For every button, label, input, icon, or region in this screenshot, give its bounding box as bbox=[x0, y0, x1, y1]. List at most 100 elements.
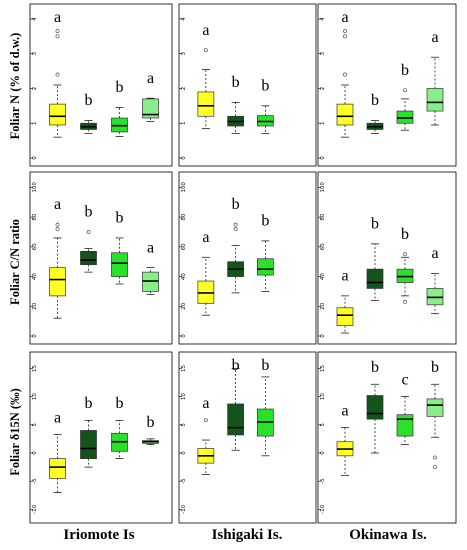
significance-letter: b bbox=[401, 226, 409, 243]
y-tick-label: 0 bbox=[32, 451, 38, 455]
box-darkgreen bbox=[366, 395, 384, 420]
y-tick-label: 15 bbox=[32, 364, 38, 371]
panel-frame bbox=[317, 171, 457, 345]
significance-letter: a bbox=[54, 9, 61, 26]
row-label-cn-ratio: Foliar C/N ratio bbox=[8, 219, 22, 305]
box-darkgreen bbox=[227, 403, 244, 436]
panel-frame bbox=[29, 3, 173, 167]
box-lightgreen bbox=[142, 98, 159, 119]
panel-frame bbox=[317, 351, 457, 524]
y-tick-label: 40 bbox=[32, 273, 38, 280]
significance-letter: b bbox=[232, 74, 240, 91]
y-tick-label: -10 bbox=[320, 504, 326, 513]
y-tick-label: 10 bbox=[181, 393, 187, 400]
outlier-point bbox=[343, 72, 347, 77]
column-label-iriomote: Iriomote Is bbox=[63, 527, 134, 543]
y-tick-label: 0 bbox=[32, 334, 38, 338]
y-tick-label: -10 bbox=[181, 504, 187, 513]
significance-letter: b bbox=[116, 210, 124, 227]
box-darkgreen bbox=[366, 268, 384, 289]
y-tick-label: 80 bbox=[320, 213, 326, 220]
outlier-point bbox=[403, 88, 407, 93]
y-tick-label: 15 bbox=[181, 364, 187, 371]
y-tick-label: 100 bbox=[32, 182, 38, 193]
significance-letter: c bbox=[401, 372, 408, 389]
panel-frame bbox=[178, 3, 317, 167]
box-green bbox=[257, 258, 274, 276]
box-green bbox=[396, 414, 414, 437]
box-green bbox=[111, 252, 128, 277]
significance-letter: a bbox=[147, 239, 154, 256]
significance-letter: a bbox=[54, 409, 61, 426]
outlier-point bbox=[55, 72, 60, 77]
box-yellow bbox=[49, 267, 66, 297]
y-tick-label: 5 bbox=[181, 423, 187, 427]
significance-letter: a bbox=[202, 395, 209, 412]
outlier-point bbox=[233, 222, 238, 227]
outlier-point bbox=[343, 34, 347, 39]
y-tick-label: 5 bbox=[32, 423, 38, 427]
box-darkgreen bbox=[80, 250, 97, 266]
y-tick-label: 10 bbox=[320, 393, 326, 400]
significance-letter: b bbox=[85, 204, 93, 221]
y-tick-label: 0 bbox=[320, 451, 326, 455]
box-yellow bbox=[336, 307, 354, 326]
y-tick-label: 0 bbox=[32, 156, 38, 160]
y-tick-label: -5 bbox=[320, 478, 326, 484]
outlier-point bbox=[403, 252, 407, 257]
significance-letter: a bbox=[54, 196, 61, 213]
significance-letter: b bbox=[401, 62, 409, 79]
column-label-ishigaki: Ishigaki Is. bbox=[212, 527, 283, 543]
y-tick-label: 4 bbox=[181, 17, 187, 21]
outlier-point bbox=[86, 230, 91, 234]
significance-letter: b bbox=[371, 359, 379, 376]
y-tick-label: 60 bbox=[32, 243, 38, 250]
y-tick-label: 40 bbox=[320, 273, 326, 280]
panel-frame bbox=[178, 351, 317, 524]
y-tick-label: 1 bbox=[181, 121, 187, 125]
y-tick-label: 0 bbox=[181, 451, 187, 455]
significance-letter: b bbox=[261, 77, 269, 94]
significance-letter: a bbox=[147, 70, 154, 87]
y-tick-label: 5 bbox=[320, 423, 326, 427]
significance-letter: b bbox=[232, 196, 240, 213]
significance-letter: b bbox=[232, 357, 240, 374]
outlier-point bbox=[233, 227, 238, 231]
box-lightgreen bbox=[426, 398, 444, 417]
y-tick-label: 15 bbox=[320, 364, 326, 371]
y-tick-label: 20 bbox=[181, 302, 187, 309]
significance-letter: b bbox=[371, 215, 379, 232]
y-tick-label: 100 bbox=[320, 182, 326, 193]
significance-letter: b bbox=[261, 213, 269, 230]
box-yellow bbox=[336, 103, 354, 126]
significance-letter: a bbox=[431, 29, 438, 46]
outlier-point bbox=[343, 29, 347, 34]
significance-letter: a bbox=[341, 9, 348, 26]
box-yellow bbox=[49, 458, 66, 479]
y-tick-label: 1 bbox=[32, 121, 38, 125]
row-label-foliar-n: Foliar N (% of d.w.) bbox=[8, 33, 22, 140]
column-label-okinawa: Okinawa Is. bbox=[349, 527, 427, 543]
box-yellow bbox=[49, 103, 66, 126]
panel-frame bbox=[29, 351, 173, 524]
outlier-point bbox=[55, 222, 60, 227]
y-tick-label: 2 bbox=[320, 87, 326, 91]
outlier-point bbox=[55, 34, 60, 39]
y-tick-label: 40 bbox=[181, 273, 187, 280]
y-tick-label: -5 bbox=[32, 478, 38, 484]
y-tick-label: 4 bbox=[32, 17, 38, 21]
box-yellow bbox=[197, 91, 215, 117]
y-tick-label: 3 bbox=[320, 51, 326, 55]
significance-letter: b bbox=[431, 359, 439, 376]
box-lightgreen bbox=[426, 88, 444, 112]
y-tick-label: 0 bbox=[320, 156, 326, 160]
y-tick-label: 10 bbox=[32, 393, 38, 400]
box-green bbox=[396, 110, 414, 124]
y-tick-label: 4 bbox=[320, 17, 326, 21]
significance-letter: b bbox=[116, 395, 124, 412]
y-tick-label: 2 bbox=[181, 87, 187, 91]
significance-letter: b bbox=[261, 357, 269, 374]
significance-letter: a bbox=[202, 229, 209, 246]
y-tick-label: 20 bbox=[320, 302, 326, 309]
